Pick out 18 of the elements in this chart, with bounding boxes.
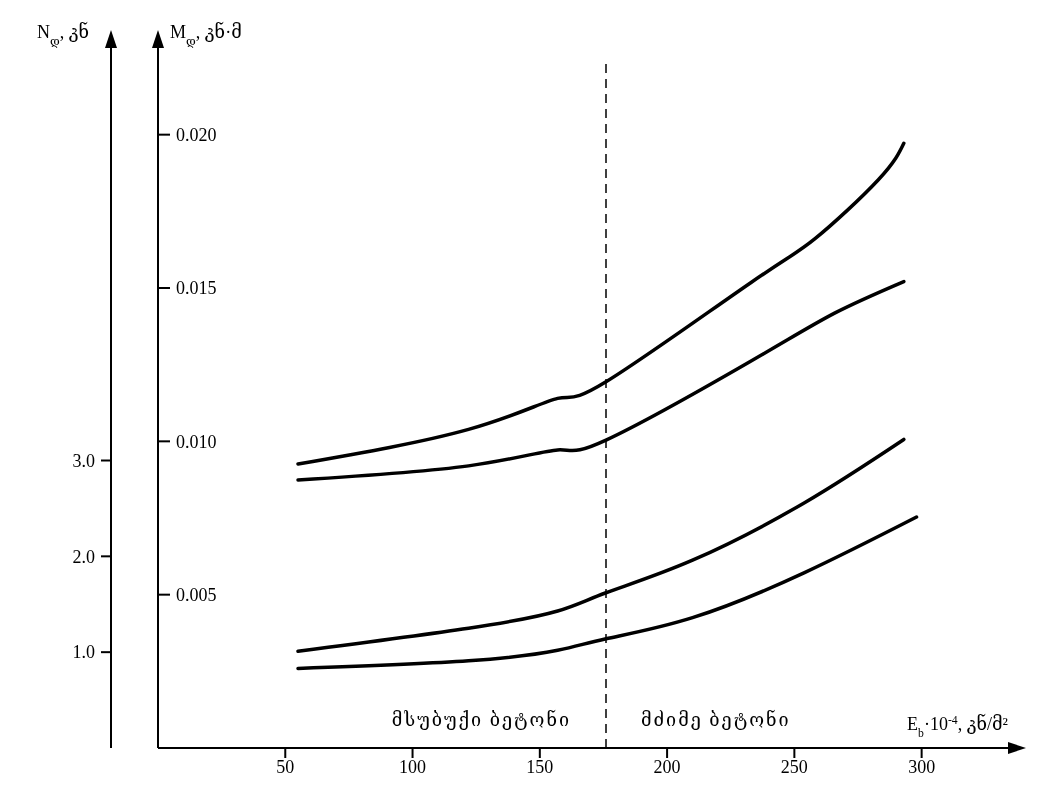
y2-tick-label: 1.0 bbox=[72, 642, 95, 663]
annotation: მძიმე ბეტონი bbox=[641, 709, 791, 730]
x-tick-label: 300 bbox=[908, 756, 936, 777]
x-tick-label: 200 bbox=[653, 756, 681, 777]
y2-axis-title: N$_{დ}$, კნ bbox=[36, 21, 89, 48]
y-tick-label: 0.010 bbox=[176, 431, 217, 452]
y-tick-label: 0.015 bbox=[176, 278, 217, 299]
y2-tick-label: 3.0 bbox=[72, 450, 95, 471]
y-axis-title: M$_{დ}$, კნ·მ bbox=[170, 21, 242, 48]
y2-tick-label: 2.0 bbox=[72, 546, 95, 567]
y-tick-label: 0.020 bbox=[176, 124, 217, 145]
x-tick-label: 100 bbox=[399, 756, 427, 777]
x-axis-title: E$_{b}$·10$^{-4}$, კნ/მ² bbox=[907, 713, 1008, 740]
y-tick-label: 0.005 bbox=[176, 584, 217, 605]
annotation: მსუბუქი ბეტონი bbox=[391, 709, 571, 730]
x-tick-label: 50 bbox=[276, 756, 295, 777]
x-tick-label: 250 bbox=[780, 756, 808, 777]
x-tick-label: 150 bbox=[526, 756, 554, 777]
